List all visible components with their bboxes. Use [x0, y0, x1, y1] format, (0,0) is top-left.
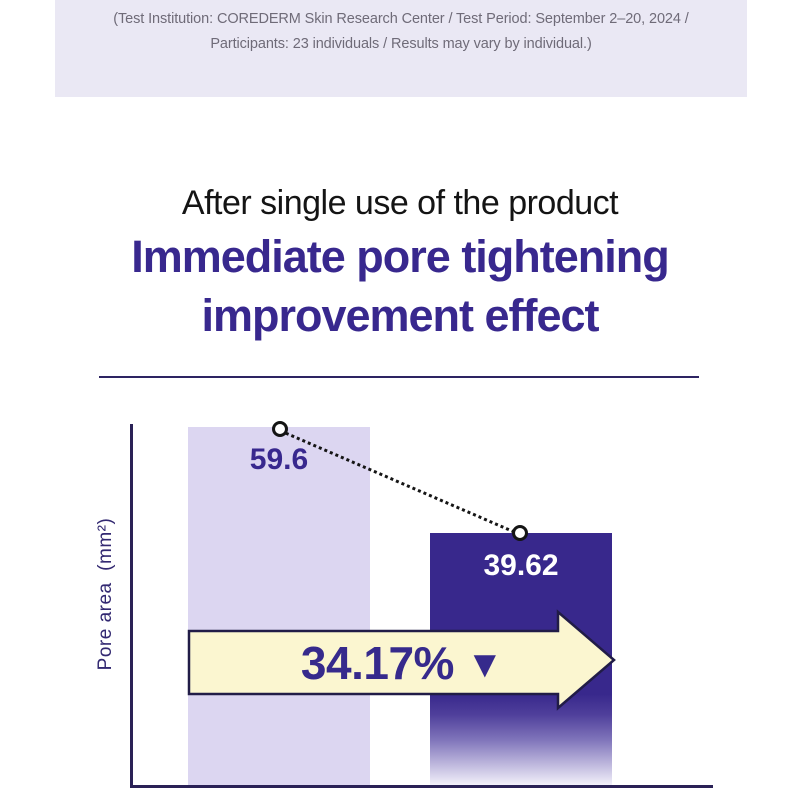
page-title-line-1: Immediate pore tightening — [131, 231, 670, 282]
disclaimer-line-1: (Test Institution: COREDERM Skin Researc… — [113, 11, 689, 27]
y-axis-line — [130, 424, 133, 788]
percent-change-value: 34.17% — [300, 636, 455, 689]
bar-before-value-label: 59.6 — [249, 443, 309, 476]
disclaimer-line-2: Participants: 23 individuals / Results m… — [210, 36, 592, 52]
trend-marker-start-circle — [272, 421, 288, 437]
improvement-arrow-icon — [187, 609, 616, 711]
bar-before-use — [188, 427, 370, 785]
down-triangle-icon: ▼ — [465, 643, 504, 686]
page-title: Immediate pore tightening improvement ef… — [0, 227, 800, 345]
page-subtitle: After single use of the product — [181, 184, 619, 222]
x-axis-line — [130, 785, 713, 788]
page-title-line-2: improvement effect — [201, 290, 599, 341]
disclaimer-panel: (Test Institution: COREDERM Skin Researc… — [55, 0, 747, 97]
bar-after-value-label: 39.62 — [483, 549, 559, 582]
improvement-annotation: 34.17% ▼ — [189, 631, 615, 694]
title-divider — [99, 376, 699, 378]
trend-marker-end-circle — [512, 525, 528, 541]
y-axis-label: Pore area (mm²) — [95, 517, 116, 671]
